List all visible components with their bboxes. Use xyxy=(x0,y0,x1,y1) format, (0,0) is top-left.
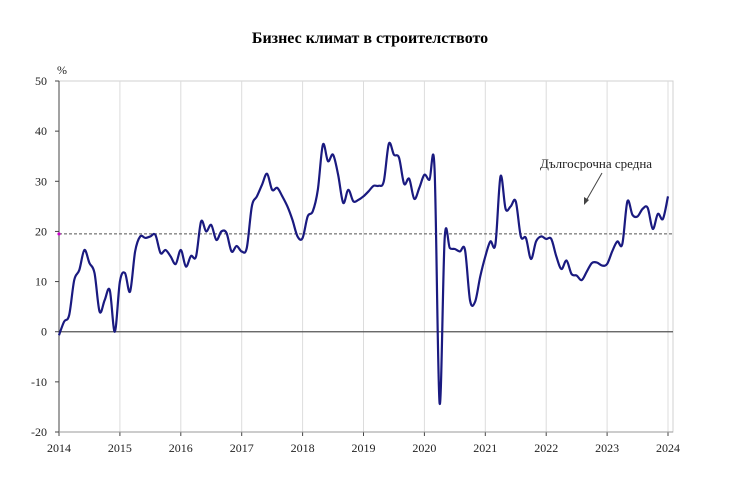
x-tick-label: 2023 xyxy=(595,441,619,455)
x-tick-label: 2016 xyxy=(169,441,193,455)
y-tick-label: 10 xyxy=(35,275,47,289)
x-tick-label: 2015 xyxy=(108,441,132,455)
annotation-arrow-line xyxy=(585,172,603,202)
x-tick-label: 2021 xyxy=(473,441,497,455)
x-tick-label: 2018 xyxy=(291,441,315,455)
x-tick-label: 2014 xyxy=(47,441,71,455)
x-tick-label: 2022 xyxy=(534,441,558,455)
y-tick-label: 50 xyxy=(35,74,47,88)
x-tick-label: 2019 xyxy=(352,441,376,455)
y-axis-unit: % xyxy=(57,63,67,77)
chart-title: Бизнес климат в строителството xyxy=(251,30,489,47)
x-tick-label: 2020 xyxy=(412,441,436,455)
y-tick-label: 30 xyxy=(35,174,47,188)
average-marker xyxy=(57,232,61,236)
y-tick-label: -20 xyxy=(31,425,47,439)
plot-area xyxy=(58,80,674,433)
x-tick-label: 2024 xyxy=(656,441,680,455)
y-tick-label: -10 xyxy=(31,375,47,389)
series-line xyxy=(57,141,670,405)
y-tick-label: 40 xyxy=(35,124,47,138)
average-annotation-label: Дългосрочна средна xyxy=(540,156,652,171)
y-tick-label: 20 xyxy=(35,224,47,238)
annotation-arrow-head xyxy=(584,197,589,205)
y-tick-label: 0 xyxy=(41,325,47,339)
x-tick-label: 2017 xyxy=(230,441,254,455)
